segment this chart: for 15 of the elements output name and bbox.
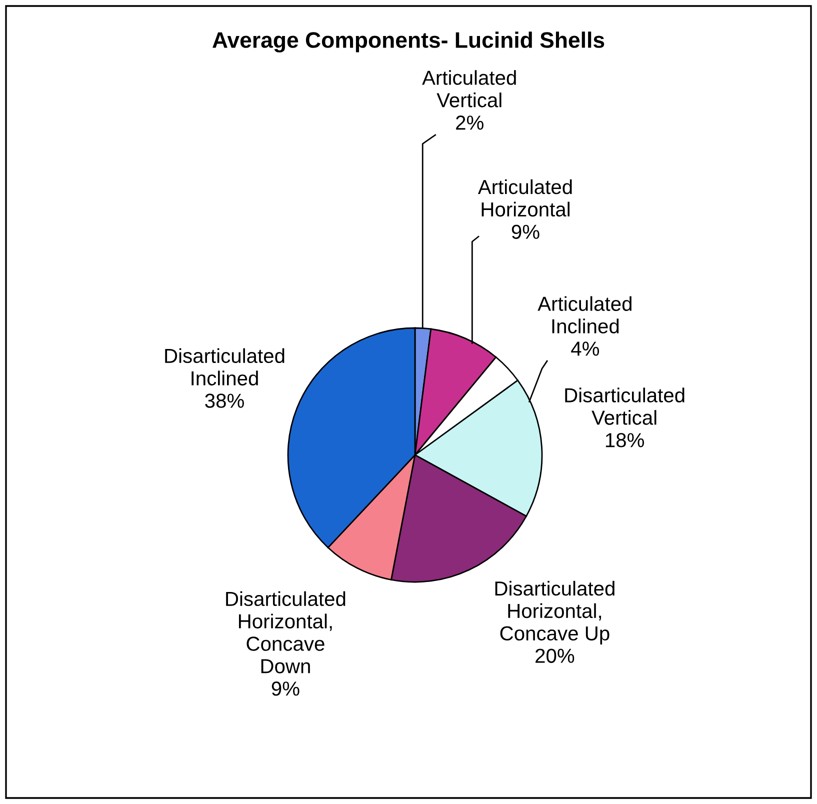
data-label: 2% — [456, 116, 484, 130]
slice-label: Articulated Vertical — [422, 70, 516, 108]
data-label: 38% — [205, 394, 244, 408]
slice-label: Disarticulated Horizontal, Concave Up — [495, 580, 614, 645]
data-label: 20% — [536, 648, 574, 663]
data-label: 9% — [512, 224, 540, 239]
data-label: 9% — [272, 681, 300, 696]
chart-title: Average Components- Lucinid Shells — [212, 32, 604, 52]
slice-label: Disarticulated Vertical — [565, 388, 684, 425]
data-label: 4% — [571, 342, 600, 356]
slice-label: Disarticulated Inclined — [165, 348, 284, 386]
slice-label: Articulated Horizontal — [478, 179, 572, 217]
slice-label: Articulated Inclined — [538, 296, 632, 334]
data-label: 18% — [606, 433, 644, 448]
slice-label: Disarticulated Horizontal, Concave Down — [226, 591, 346, 674]
